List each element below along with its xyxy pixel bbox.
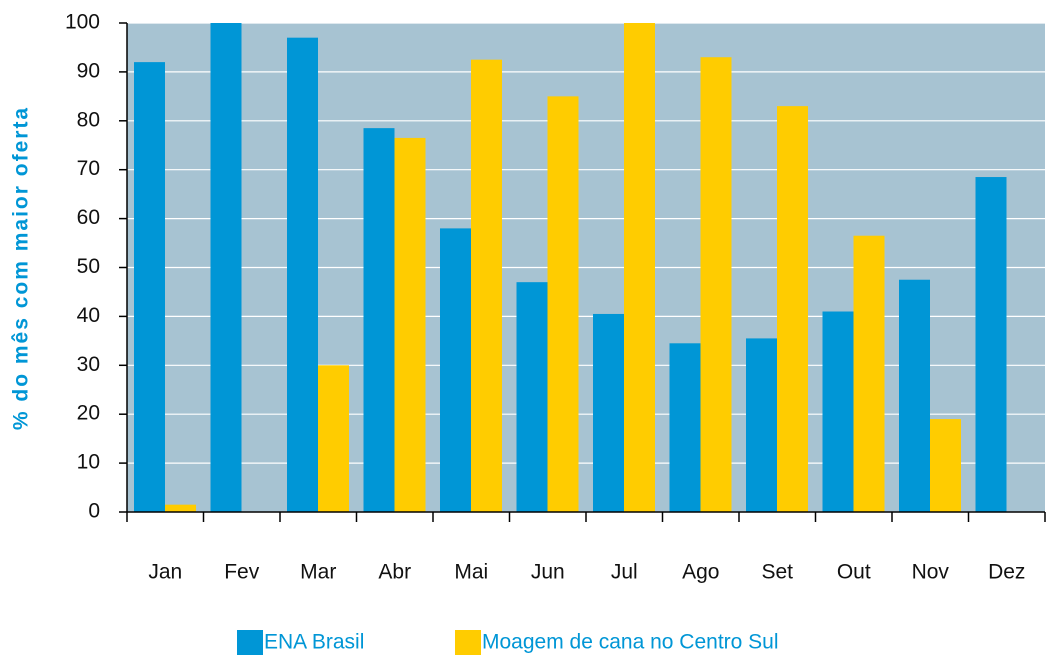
y-tick-label: 60 [77, 206, 100, 229]
x-tick-label: Out [837, 561, 871, 584]
x-tick-label: Mar [300, 561, 336, 584]
y-tick-label: 70 [77, 157, 100, 180]
y-tick-label: 30 [77, 353, 100, 376]
bar [547, 96, 579, 512]
y-tick-label: 0 [88, 500, 100, 523]
legend-swatch [237, 630, 263, 655]
bar [287, 37, 318, 513]
bar [975, 177, 1007, 512]
x-tick-label: Ago [682, 561, 719, 584]
bar [134, 62, 165, 513]
bar [394, 137, 426, 513]
y-tick-label: 40 [77, 304, 100, 327]
bar [440, 228, 471, 512]
legend-label: Moagem de cana no Centro Sul [482, 631, 779, 654]
y-tick-label: 50 [77, 255, 100, 278]
x-tick-label: Nov [912, 561, 950, 584]
x-tick-label: Jul [611, 561, 638, 584]
x-tick-label: Dez [988, 561, 1025, 584]
x-tick-label: Abr [378, 561, 411, 584]
legend-swatch [455, 630, 481, 655]
bar [593, 313, 624, 512]
legend-label: ENA Brasil [264, 631, 364, 654]
bar [746, 338, 777, 512]
bar [363, 128, 395, 512]
bar [624, 23, 655, 512]
x-tick-label: Mai [454, 561, 488, 584]
bar [700, 57, 732, 512]
bar [471, 59, 502, 513]
bar [930, 419, 961, 512]
bar [899, 279, 930, 512]
x-tick-label: Jan [148, 561, 182, 584]
x-tick-label: Jun [531, 561, 565, 584]
y-tick-label: 100 [65, 11, 100, 34]
bar [822, 311, 854, 512]
bar [777, 106, 808, 512]
y-tick-label: 20 [77, 402, 100, 425]
bar [165, 504, 196, 512]
y-tick-label: 10 [77, 451, 100, 474]
bar [669, 343, 701, 512]
y-tick-label: 90 [77, 59, 100, 82]
y-axis-label: % do mês com maior oferta [10, 106, 33, 430]
x-tick-label: Set [761, 561, 793, 584]
bar [516, 282, 548, 512]
y-tick-label: 80 [77, 108, 100, 131]
bar [318, 365, 349, 512]
bar [210, 23, 242, 512]
bar [853, 235, 885, 512]
x-tick-label: Fev [224, 561, 260, 584]
